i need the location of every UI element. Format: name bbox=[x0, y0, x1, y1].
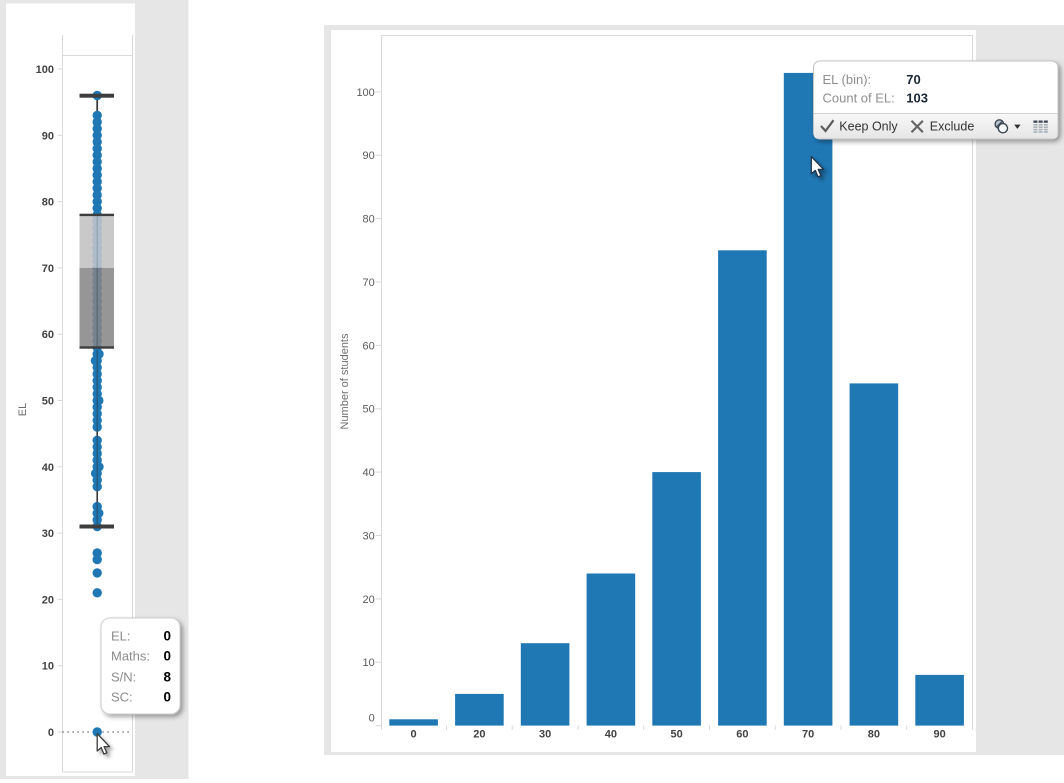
svg-text:Keep Only: Keep Only bbox=[839, 120, 898, 134]
svg-text:EL (bin):: EL (bin): bbox=[823, 72, 872, 87]
svg-text:90: 90 bbox=[933, 729, 945, 741]
svg-text:70: 70 bbox=[906, 72, 920, 87]
svg-text:40: 40 bbox=[363, 467, 375, 479]
svg-text:50: 50 bbox=[42, 396, 54, 408]
svg-text:0: 0 bbox=[163, 649, 171, 664]
svg-text:30: 30 bbox=[539, 729, 551, 741]
svg-text:70: 70 bbox=[42, 263, 54, 275]
svg-text:SC:: SC: bbox=[111, 689, 133, 704]
svg-text:70: 70 bbox=[802, 729, 814, 741]
svg-text:Exclude: Exclude bbox=[930, 120, 975, 134]
svg-text:20: 20 bbox=[363, 594, 375, 606]
svg-text:103: 103 bbox=[906, 90, 928, 105]
svg-text:20: 20 bbox=[42, 594, 54, 606]
svg-text:70: 70 bbox=[363, 277, 375, 289]
svg-text:100: 100 bbox=[36, 64, 54, 76]
svg-text:EL:: EL: bbox=[111, 628, 131, 643]
svg-text:0: 0 bbox=[163, 689, 171, 704]
svg-text:8: 8 bbox=[163, 669, 171, 684]
svg-text:50: 50 bbox=[363, 404, 375, 416]
svg-text:80: 80 bbox=[363, 214, 375, 226]
svg-text:0: 0 bbox=[411, 729, 417, 741]
svg-text:80: 80 bbox=[868, 729, 880, 741]
svg-text:Number of students: Number of students bbox=[339, 333, 351, 429]
svg-text:0: 0 bbox=[48, 727, 54, 739]
svg-text:50: 50 bbox=[670, 729, 682, 741]
svg-text:90: 90 bbox=[42, 130, 54, 142]
svg-text:Maths:: Maths: bbox=[111, 649, 150, 664]
svg-text:0: 0 bbox=[163, 628, 171, 643]
svg-text:60: 60 bbox=[736, 729, 748, 741]
svg-text:30: 30 bbox=[363, 530, 375, 542]
svg-text:90: 90 bbox=[363, 150, 375, 162]
svg-text:100: 100 bbox=[356, 87, 374, 99]
svg-text:80: 80 bbox=[42, 197, 54, 209]
svg-text:10: 10 bbox=[363, 657, 375, 669]
svg-text:0: 0 bbox=[369, 713, 375, 725]
svg-text:Count of EL:: Count of EL: bbox=[823, 90, 895, 105]
svg-text:40: 40 bbox=[42, 462, 54, 474]
svg-text:20: 20 bbox=[473, 729, 485, 741]
svg-text:S/N:: S/N: bbox=[111, 669, 136, 684]
svg-text:EL: EL bbox=[17, 403, 29, 416]
svg-text:60: 60 bbox=[363, 340, 375, 352]
svg-text:10: 10 bbox=[42, 661, 54, 673]
svg-text:60: 60 bbox=[42, 329, 54, 341]
svg-text:40: 40 bbox=[605, 729, 617, 741]
svg-text:30: 30 bbox=[42, 528, 54, 540]
